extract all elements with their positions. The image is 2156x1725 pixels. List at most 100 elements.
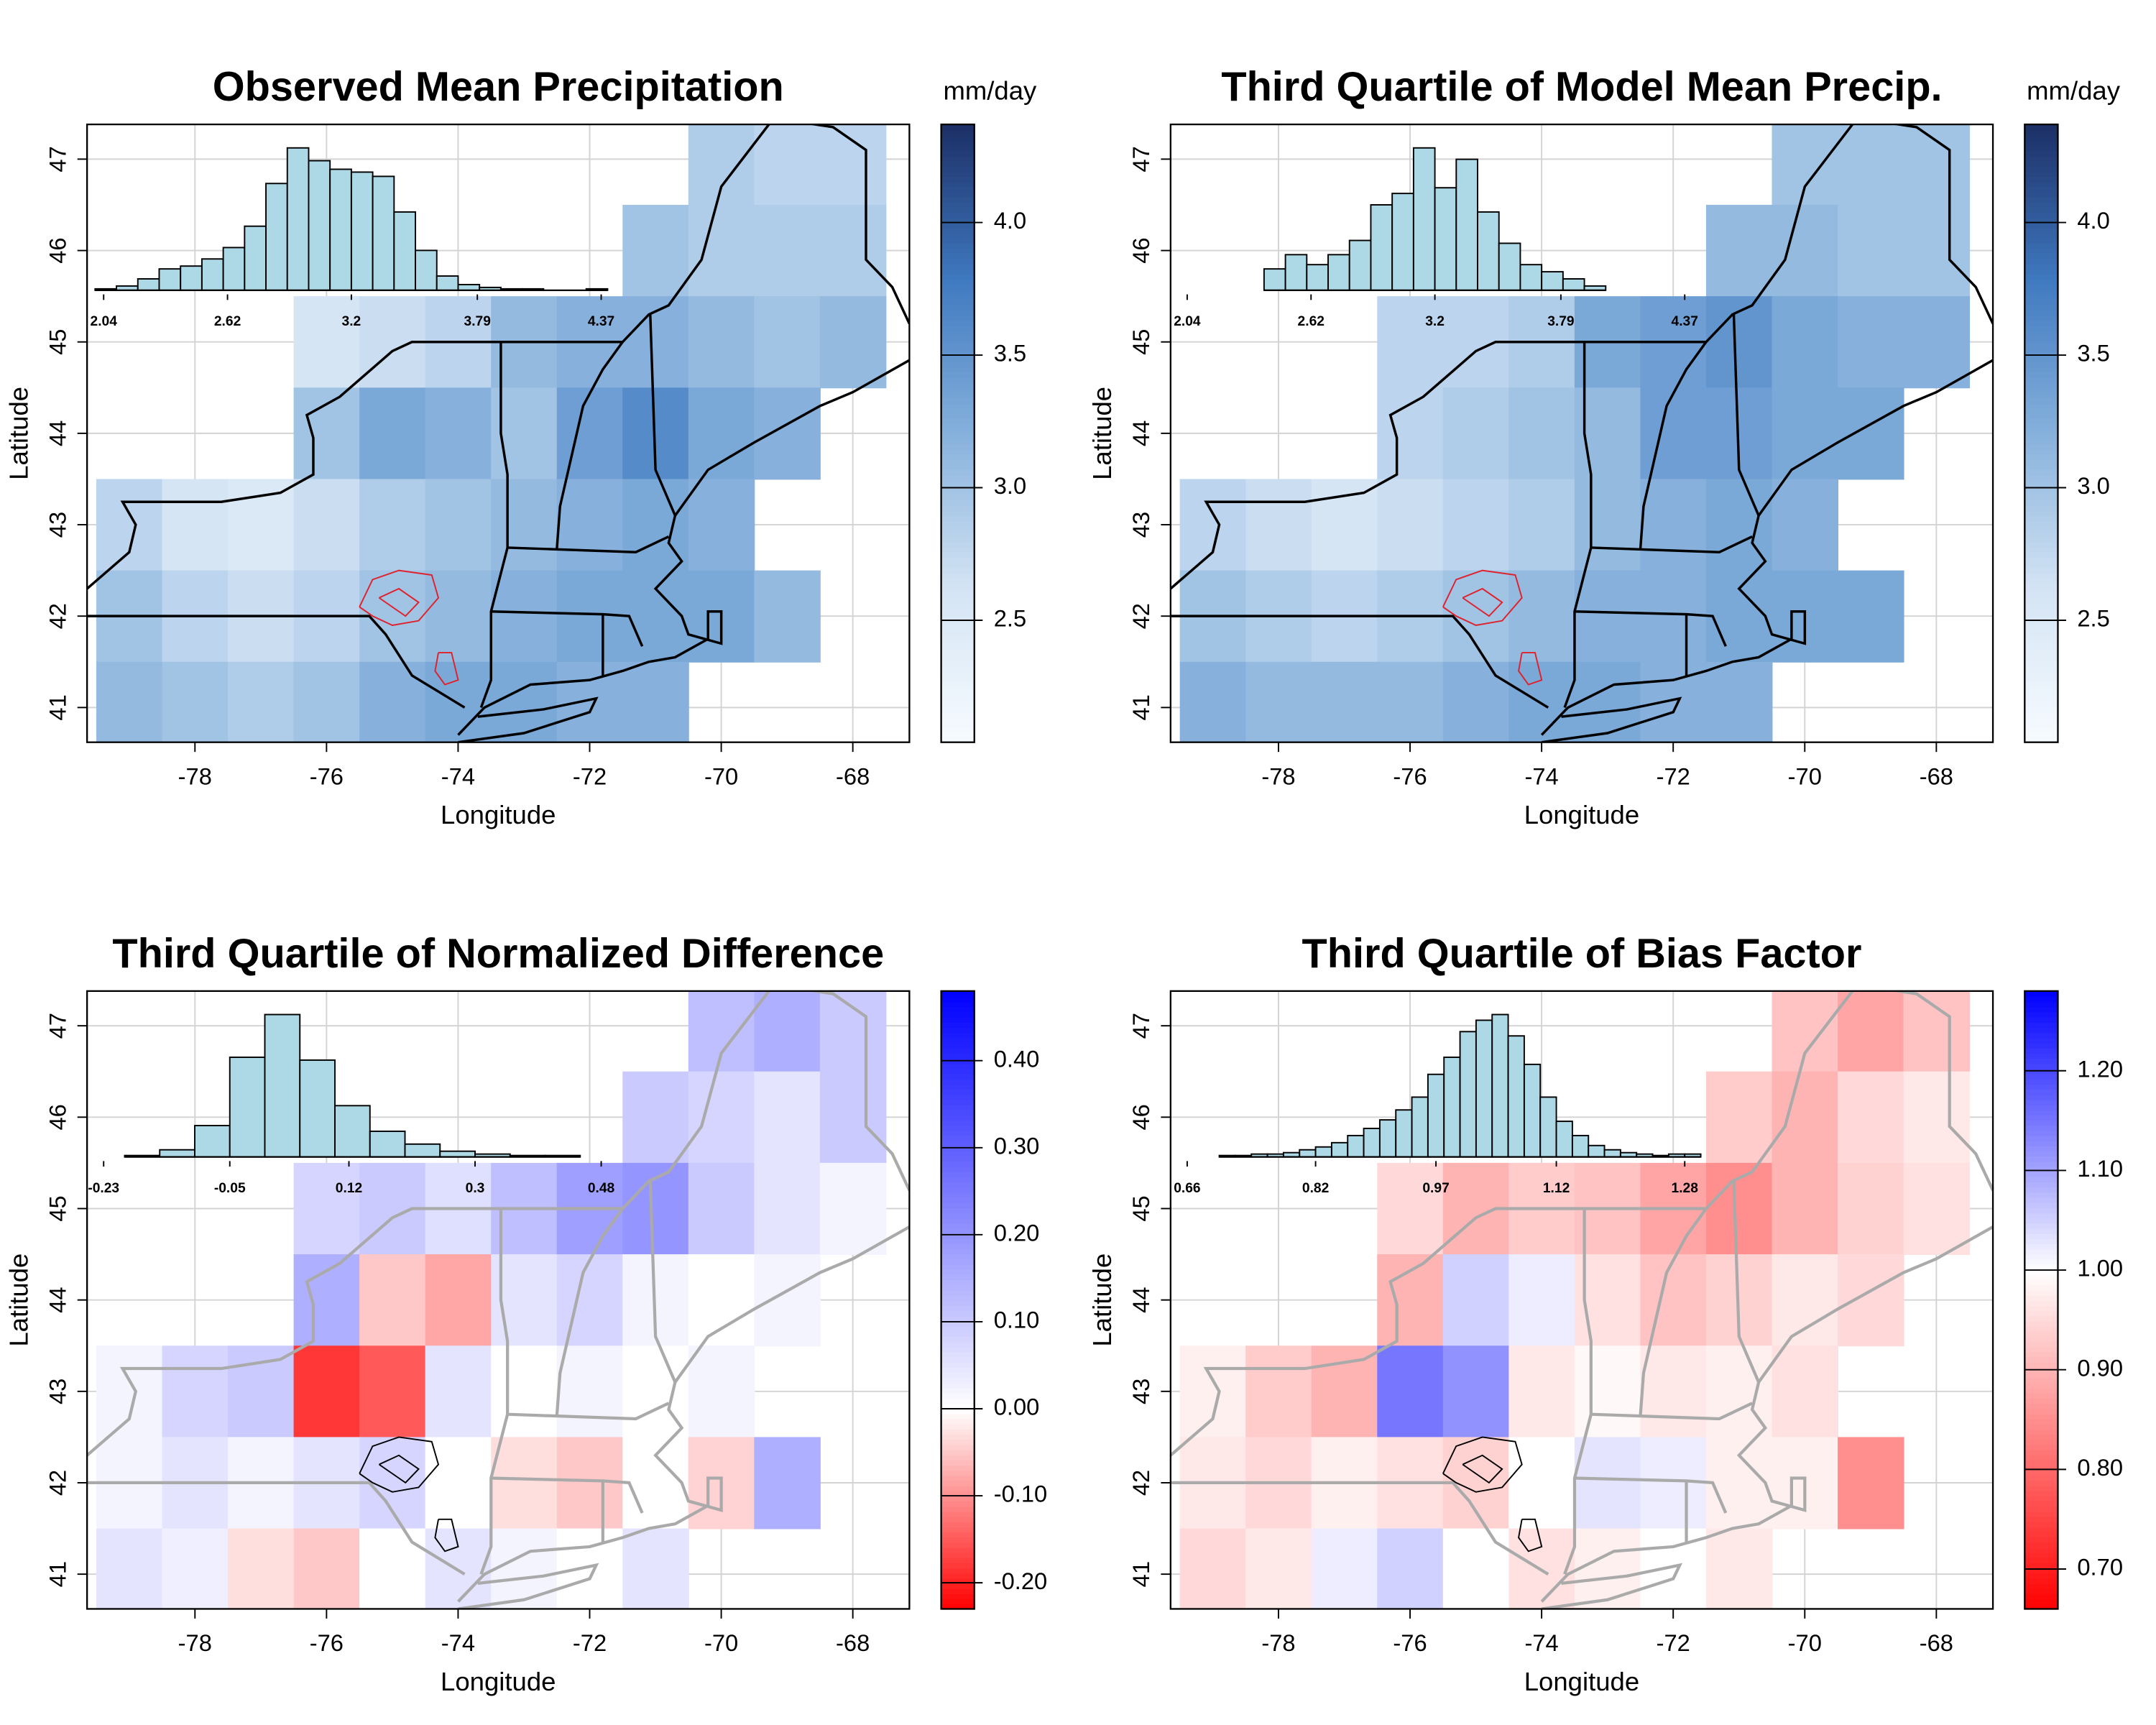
colorbar-strip xyxy=(941,361,975,367)
colorbar-strip xyxy=(2024,129,2058,136)
border-line xyxy=(1639,341,1708,550)
colorbar-strip xyxy=(941,1156,975,1162)
histogram-bar xyxy=(229,1057,266,1158)
colorbar-strip xyxy=(941,1218,975,1224)
colorbar-strip xyxy=(2024,1568,2058,1574)
colorbar-strip xyxy=(2024,1088,2058,1095)
colorbar-strip xyxy=(2024,433,2058,440)
colorbar-strip xyxy=(2024,165,2058,172)
colorbar-strip xyxy=(2024,1490,2058,1497)
colorbar-strip xyxy=(2024,1233,2058,1239)
colorbar-strip xyxy=(941,629,975,635)
colorbar-tick-label: 4.0 xyxy=(994,207,1026,234)
y-tick-label: 41 xyxy=(1128,694,1154,720)
histogram-tick-label: 0.97 xyxy=(1422,1181,1449,1196)
colorbar-strip xyxy=(941,366,975,373)
colorbar-strip xyxy=(941,592,975,599)
colorbar-strip xyxy=(941,263,975,270)
colorbar-strip xyxy=(941,1475,975,1481)
y-tick-label: 42 xyxy=(44,1470,70,1496)
grid-cell xyxy=(1442,1346,1510,1438)
grid-cell xyxy=(1772,1346,1839,1438)
grid-cell xyxy=(162,1346,229,1438)
colorbar-strip xyxy=(941,1264,975,1270)
colorbar-strip xyxy=(2024,722,2058,728)
panel-title: Third Quartile of Bias Factor xyxy=(1302,931,1862,977)
grid-cell xyxy=(1508,570,1575,663)
grid-cell xyxy=(556,1528,624,1609)
grid-cell xyxy=(162,479,229,571)
basin-outline xyxy=(434,652,459,686)
grid-cell xyxy=(688,1162,755,1256)
grid-cell xyxy=(1377,1346,1444,1438)
colorbar-strip xyxy=(2024,500,2058,507)
grid-cell xyxy=(228,661,295,742)
colorbar-strip xyxy=(941,1470,975,1476)
grid-cell xyxy=(754,387,821,480)
colorbar-strip xyxy=(941,644,975,650)
colorbar-strip xyxy=(941,217,975,224)
histogram-bar xyxy=(1284,254,1308,291)
colorbar-strip xyxy=(2024,1377,2058,1384)
y-tick-label: 43 xyxy=(1128,512,1154,538)
histogram-bar xyxy=(159,1149,195,1158)
colorbar-strip xyxy=(941,1433,975,1440)
colorbar-strip xyxy=(941,1480,975,1486)
grid-cell xyxy=(359,1528,426,1609)
grid-cell xyxy=(96,479,163,571)
colorbar-strip xyxy=(2024,1305,2058,1312)
y-tick-label: 42 xyxy=(44,603,70,629)
colorbar-strip xyxy=(2024,1207,2058,1214)
colorbar-strip xyxy=(2024,387,2058,393)
colorbar-strip xyxy=(941,1578,975,1584)
colorbar-tick-label: 0.80 xyxy=(2077,1454,2123,1481)
histogram-bar xyxy=(1427,1073,1445,1158)
grid-cell xyxy=(1377,296,1444,389)
colorbar-strip xyxy=(941,408,975,414)
colorbar-strip xyxy=(941,1310,975,1317)
colorbar-strip xyxy=(941,587,975,594)
grid-cell xyxy=(96,1528,163,1609)
x-tick-label: -70 xyxy=(704,1629,738,1656)
colorbar-strip xyxy=(2024,665,2058,671)
colorbar-strip xyxy=(2024,428,2058,435)
colorbar-strip xyxy=(2024,1289,2058,1296)
colorbar-strip xyxy=(941,1305,975,1312)
colorbar-strip xyxy=(941,716,975,723)
colorbar-strip xyxy=(941,294,975,300)
grid-cell xyxy=(622,570,689,663)
colorbar-tick-label: 4.0 xyxy=(2077,207,2109,234)
colorbar-strip xyxy=(2024,685,2058,692)
colorbar-strip xyxy=(2024,520,2058,527)
colorbar-strip xyxy=(2024,1171,2058,1177)
grid-cell xyxy=(1838,1162,1904,1256)
colorbar-strip xyxy=(941,996,975,1003)
colorbar-strip xyxy=(2024,1547,2058,1553)
colorbar-strip xyxy=(2024,1552,2058,1558)
colorbar-strip xyxy=(2024,397,2058,404)
histogram-tick-label: 3.2 xyxy=(1425,314,1445,329)
border-line xyxy=(87,990,910,1457)
y-tick-label: 45 xyxy=(44,329,70,355)
colorbar-strip xyxy=(941,278,975,285)
colorbar-strip xyxy=(941,1161,975,1167)
panel: Third Quartile of Model Mean Precip. mm/d… xyxy=(1087,64,2121,829)
colorbar-strip xyxy=(2024,1094,2058,1100)
colorbar-strip xyxy=(2024,1526,2058,1533)
colorbar-strip xyxy=(2024,1578,2058,1584)
colorbar-strip xyxy=(941,299,975,305)
colorbar-strip xyxy=(2024,727,2058,733)
colorbar-strip xyxy=(2024,464,2058,471)
colorbar-strip xyxy=(2024,1279,2058,1286)
colorbar-strip xyxy=(2024,572,2058,579)
grid-cell xyxy=(1838,570,1904,663)
histogram-bar xyxy=(308,160,331,291)
histogram-bar xyxy=(180,265,203,291)
grid-cell xyxy=(1640,570,1707,663)
colorbar-strip xyxy=(2024,696,2058,702)
colorbar-strip xyxy=(941,530,975,538)
histogram-bar xyxy=(1330,1141,1349,1158)
colorbar-strip xyxy=(941,567,975,574)
colorbar-strip xyxy=(941,1330,975,1337)
colorbar-strip xyxy=(941,1562,975,1569)
